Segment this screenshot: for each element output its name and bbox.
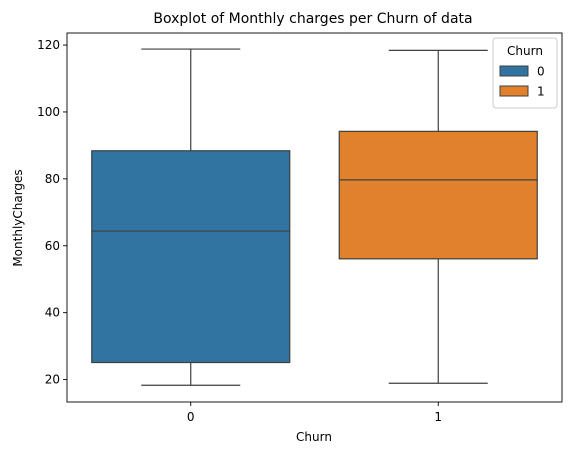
y-tick-label: 100 [37, 105, 60, 119]
plot-area [66, 32, 563, 403]
plot-frame [66, 32, 563, 403]
y-tick-label: 20 [45, 373, 60, 387]
x-tick-label: 0 [187, 410, 195, 424]
x-tick-label: 1 [434, 410, 442, 424]
legend-swatch-1 [499, 85, 529, 97]
boxes [91, 48, 538, 386]
y-tick-label: 80 [45, 172, 60, 186]
y-tick-label: 40 [45, 306, 60, 320]
chart-title: Boxplot of Monthly charges per Churn of … [153, 11, 472, 27]
box-group-0 [91, 48, 291, 386]
iqr-box [91, 150, 291, 364]
legend-items: 01 [499, 65, 545, 99]
legend-swatch-0 [499, 65, 529, 77]
x-axis-label: Churn [296, 430, 332, 444]
legend-label-1: 1 [537, 85, 545, 99]
y-axis: 20 40 60 80 100 120 [37, 38, 67, 387]
y-axis-label: MonthlyCharges [11, 169, 25, 266]
box-group-1 [338, 49, 538, 384]
y-tick-label: 120 [37, 38, 60, 52]
legend-title: Churn [507, 44, 543, 58]
y-tick-label: 60 [45, 239, 60, 253]
legend-label-0: 0 [537, 65, 545, 79]
iqr-box [338, 130, 538, 260]
legend: Churn 01 [492, 37, 558, 109]
